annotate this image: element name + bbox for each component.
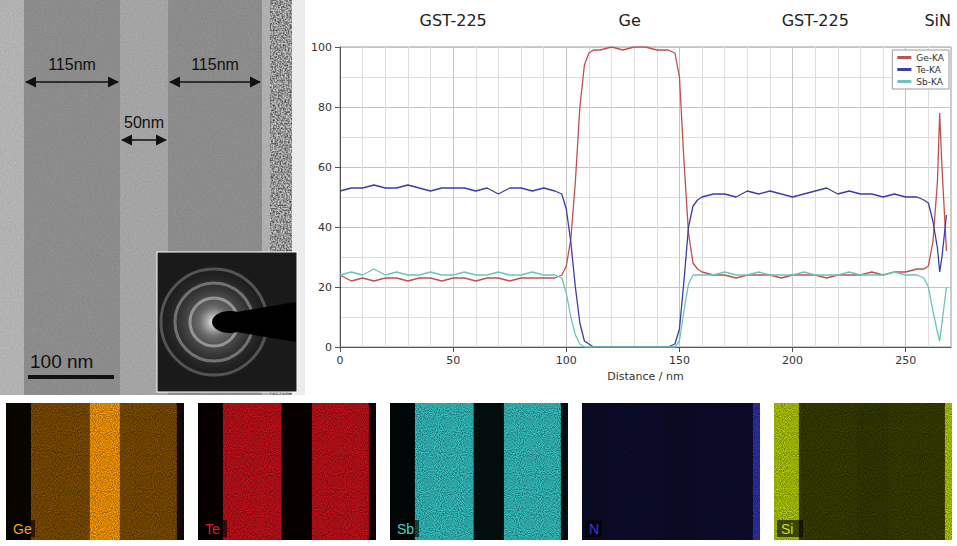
svg-text:Distance / nm: Distance / nm (607, 370, 683, 383)
svg-text:80: 80 (318, 101, 332, 114)
svg-text:Ge: Ge (13, 521, 32, 537)
svg-text:100: 100 (311, 41, 332, 54)
svg-text:GST-225: GST-225 (420, 11, 487, 30)
svg-text:Te: Te (205, 521, 220, 537)
svg-text:N: N (589, 521, 599, 537)
svg-text:250: 250 (895, 354, 916, 367)
svg-text:Si: Si (781, 521, 793, 537)
svg-text:60: 60 (318, 161, 332, 174)
svg-text:40: 40 (318, 221, 332, 234)
svg-text:115nm: 115nm (48, 56, 96, 73)
svg-text:200: 200 (782, 354, 803, 367)
svg-text:0: 0 (325, 341, 332, 354)
svg-text:0: 0 (337, 354, 344, 367)
svg-text:Ge: Ge (619, 11, 641, 30)
svg-text:115nm: 115nm (191, 56, 239, 73)
svg-text:20: 20 (318, 281, 332, 294)
svg-text:50nm: 50nm (124, 114, 164, 131)
svg-text:100: 100 (556, 354, 577, 367)
svg-text:50: 50 (446, 354, 460, 367)
svg-text:Ge-KA: Ge-KA (916, 53, 945, 63)
svg-text:SiN: SiN (924, 11, 951, 30)
svg-text:100 nm: 100 nm (30, 351, 93, 372)
svg-text:Sb-KA: Sb-KA (916, 77, 943, 87)
svg-text:Sb: Sb (397, 521, 414, 537)
svg-text:Te-KA: Te-KA (915, 65, 941, 75)
svg-text:150: 150 (669, 354, 690, 367)
svg-text:GST-225: GST-225 (782, 11, 849, 30)
